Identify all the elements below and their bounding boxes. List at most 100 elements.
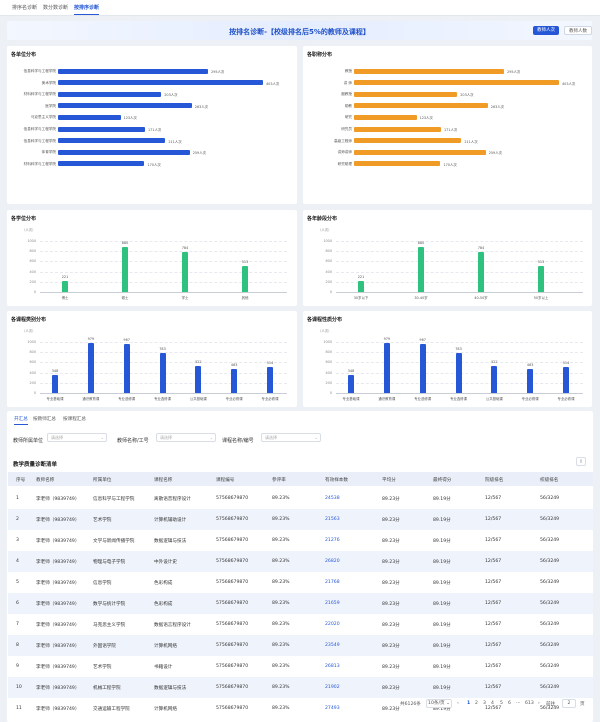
- bar: [354, 91, 458, 97]
- y-tick-label: 1000: [27, 340, 36, 344]
- grid-line: [336, 241, 583, 242]
- goto-page-input[interactable]: 2: [562, 699, 576, 708]
- unit-chart-title: 各单位分布: [11, 52, 37, 58]
- y-tick-label: 400: [325, 269, 332, 274]
- x-tick-label: 专业必修课: [261, 397, 279, 401]
- page-number[interactable]: 4: [491, 701, 494, 706]
- table-cell: 5: [16, 580, 19, 585]
- chevron-down-icon: ⌄: [314, 435, 318, 440]
- bar-value-label: 348: [51, 369, 59, 374]
- table-cell: 12/567: [485, 496, 502, 501]
- bar: [182, 252, 188, 292]
- table-row[interactable]: [8, 593, 593, 614]
- sample-count-link[interactable]: 26820: [325, 559, 340, 564]
- teacher-count-people-button[interactable]: 教师人数: [564, 26, 592, 35]
- bar: [354, 126, 441, 132]
- sample-count-link[interactable]: 23549: [325, 643, 340, 648]
- y-tick-label: 800: [29, 350, 36, 355]
- table-cell: 57568679870: [216, 622, 249, 627]
- page-number[interactable]: 6: [508, 701, 511, 706]
- teacher-count-times-button[interactable]: 教师人次: [533, 26, 559, 35]
- filter-course-select[interactable]: 请选择 ⌄: [261, 433, 321, 442]
- x-axis-line: [40, 292, 287, 293]
- table-cell: 李老师（9839749）: [36, 665, 80, 670]
- page-number[interactable]: 613: [525, 701, 534, 706]
- subtab-summary[interactable]: 开汇总: [14, 417, 28, 425]
- sample-count-link[interactable]: 26813: [325, 664, 340, 669]
- next-page-icon[interactable]: ›: [538, 701, 540, 706]
- sample-count-link[interactable]: 21768: [325, 580, 340, 585]
- prev-page-icon[interactable]: ‹: [457, 701, 459, 706]
- sample-count-link[interactable]: 22020: [325, 622, 340, 627]
- filter-course-placeholder: 请选择: [265, 435, 277, 440]
- bar: [58, 103, 192, 109]
- tab-score-diagnosis[interactable]: 数分数诊断: [43, 5, 69, 11]
- y-tick-label: 600: [29, 259, 36, 264]
- grid-line: [336, 352, 583, 354]
- subtab-by-course[interactable]: 按课程汇总: [63, 417, 86, 422]
- sample-count-link[interactable]: 24538: [325, 496, 340, 501]
- table-row[interactable]: [8, 551, 593, 572]
- bar-value-label: 513: [537, 259, 545, 264]
- y-tick-label: 200: [29, 279, 36, 284]
- table-cell: 李老师（9839749）: [36, 539, 80, 544]
- page-number[interactable]: 1: [467, 701, 471, 706]
- table-cell: 马克思主义学院: [93, 623, 126, 628]
- bar: [418, 247, 424, 292]
- bar-value-label: 211人次: [168, 139, 182, 144]
- table-cell: 89.23%: [272, 580, 290, 585]
- bar-value-label: 263人次: [490, 104, 505, 109]
- bar: [122, 247, 128, 292]
- x-tick-label: 专业选修课: [414, 397, 432, 401]
- page-size-select[interactable]: 10条/页 ⌄: [426, 699, 452, 708]
- table-row[interactable]: [8, 677, 593, 698]
- column-header: 校级排名: [540, 478, 559, 483]
- y-tick-label: 200: [29, 380, 36, 385]
- page-number[interactable]: 3: [483, 701, 486, 706]
- x-tick-label: 专业选修课: [154, 397, 171, 401]
- bar: [231, 369, 238, 393]
- grid-line: [40, 352, 287, 354]
- bar-value-label: 348: [347, 369, 355, 374]
- filter-teacher-select[interactable]: 请选择 ⌄: [156, 433, 216, 442]
- table-cell: 89.23%: [272, 517, 290, 522]
- tab-rank-diagnosis[interactable]: 按排序诊断: [74, 5, 100, 15]
- sample-count-link[interactable]: 21276: [325, 538, 340, 543]
- x-tick-label: 专业必修课: [557, 397, 575, 401]
- filter-unit-select[interactable]: 请选择 ⌄: [47, 433, 107, 442]
- grid-line: [336, 281, 583, 283]
- page-number[interactable]: ···: [516, 701, 521, 706]
- table-cell: 89.19分: [433, 665, 451, 670]
- grid-line: [336, 261, 583, 263]
- sample-count-link[interactable]: 21563: [325, 517, 340, 522]
- bar: [354, 114, 417, 120]
- table-cell: 57568679870: [216, 517, 249, 522]
- table-cell: 12/567: [485, 559, 502, 564]
- bar-category-label: 体育学院: [41, 150, 56, 155]
- filter-course-label: 课程名称/编号: [222, 438, 254, 444]
- table-row[interactable]: [8, 509, 593, 530]
- bar: [354, 149, 486, 155]
- x-tick-label: 30-40岁: [414, 296, 428, 300]
- table-cell: 信息学院: [93, 581, 112, 586]
- page-number[interactable]: 5: [500, 701, 503, 706]
- table-cell: 机械工程学院: [93, 686, 121, 691]
- diagnosis-header: 按排名诊断-【校级排名后5%的教师及课程】 教师人次 教师人数: [7, 21, 592, 40]
- table-cell: 外国语学院: [93, 644, 116, 649]
- table-cell: 89.23%: [272, 496, 290, 501]
- bar: [87, 343, 94, 393]
- subtab-by-teacher[interactable]: 按教师汇总: [33, 417, 56, 422]
- table-cell: 12/567: [485, 601, 502, 606]
- table-row[interactable]: [8, 635, 593, 656]
- sample-count-link[interactable]: 21659: [325, 601, 340, 606]
- table-cell: 89.23分: [382, 497, 400, 502]
- page-number[interactable]: 2: [475, 701, 478, 706]
- bar-category-label: 讲 师: [343, 80, 352, 85]
- bar-value-label: 221: [357, 274, 365, 279]
- export-icon[interactable]: ⇪: [576, 457, 586, 466]
- table-header-row: [8, 472, 593, 486]
- tab-rank-name-diagnosis[interactable]: 排序名诊断: [12, 5, 38, 11]
- table-cell: 艺术学院: [93, 665, 112, 670]
- sample-count-link[interactable]: 27493: [325, 706, 340, 711]
- sample-count-link[interactable]: 21902: [325, 685, 340, 690]
